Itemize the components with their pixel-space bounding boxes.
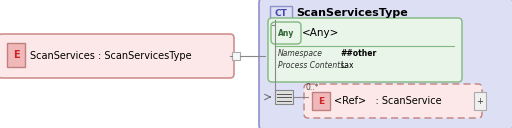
Text: Any: Any: [278, 29, 294, 38]
Text: ##other: ##other: [340, 50, 376, 58]
FancyBboxPatch shape: [271, 22, 301, 44]
Bar: [275, 90, 293, 104]
Bar: [312, 92, 330, 110]
Text: +: +: [477, 97, 483, 105]
Bar: [270, 6, 292, 20]
FancyBboxPatch shape: [268, 18, 462, 82]
FancyBboxPatch shape: [0, 34, 234, 78]
FancyBboxPatch shape: [304, 84, 482, 118]
Text: 0..*: 0..*: [306, 83, 319, 92]
Text: Namespace: Namespace: [278, 50, 323, 58]
FancyBboxPatch shape: [259, 0, 512, 128]
Bar: [7, 43, 25, 67]
Text: ScanServicesType: ScanServicesType: [296, 8, 408, 18]
Text: Lax: Lax: [340, 61, 353, 71]
Text: Process Contents: Process Contents: [278, 61, 344, 71]
Text: CT: CT: [274, 8, 287, 18]
Text: E: E: [318, 97, 324, 105]
Bar: [232, 52, 240, 60]
Text: E: E: [13, 50, 19, 60]
Text: <Ref>   : ScanService: <Ref> : ScanService: [334, 96, 442, 106]
Text: <Any>: <Any>: [302, 28, 339, 38]
Text: ScanServices : ScanServicesType: ScanServices : ScanServicesType: [30, 51, 191, 61]
Bar: [474, 92, 486, 110]
